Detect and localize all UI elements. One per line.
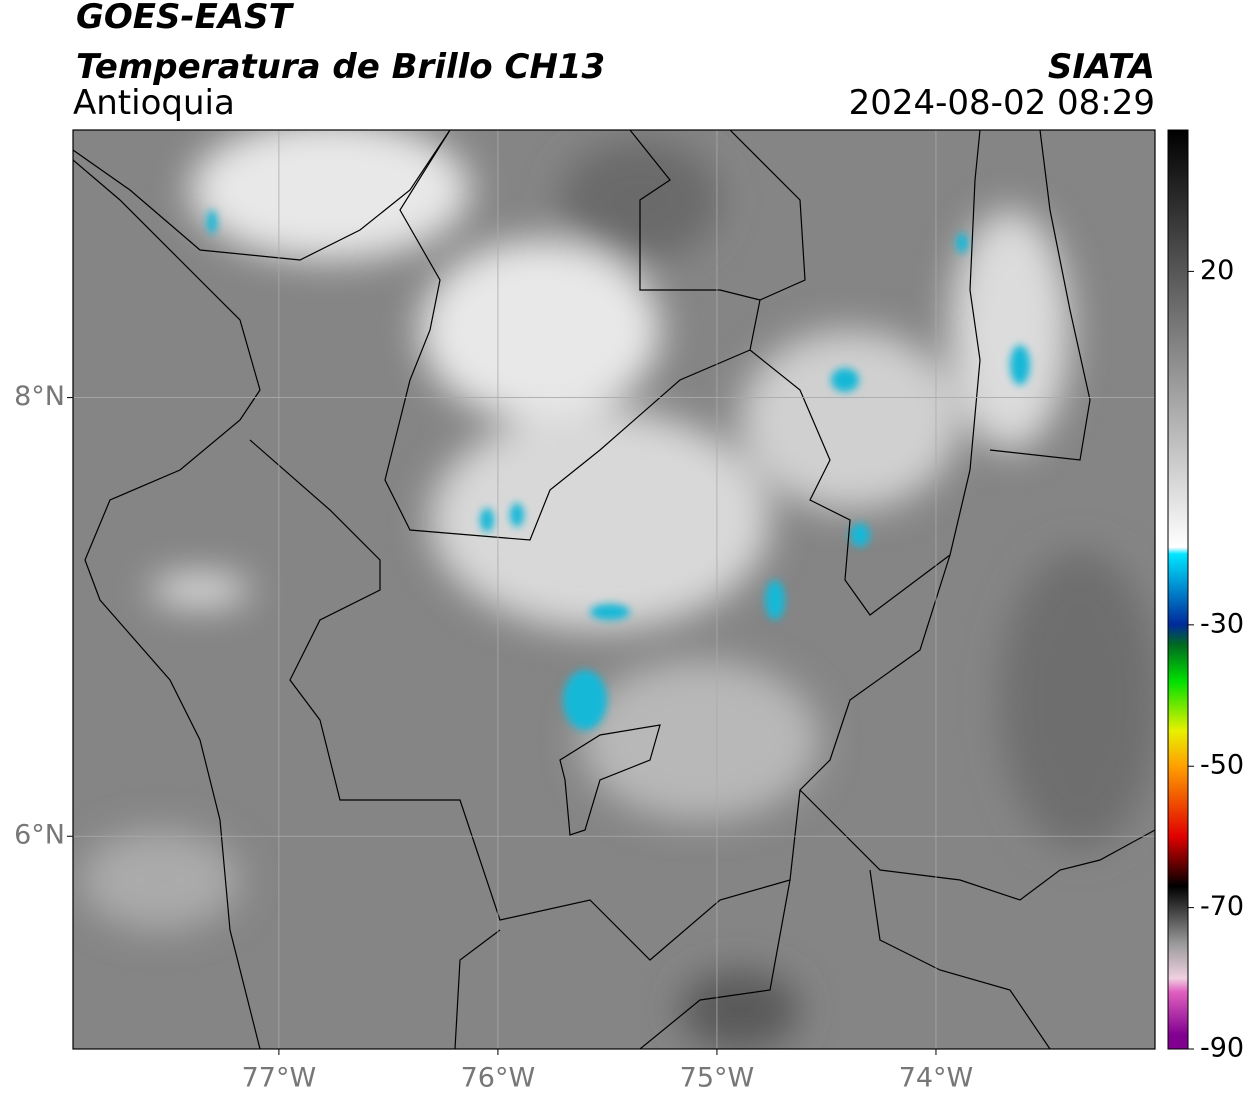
lon-label: 75°W <box>680 1063 755 1094</box>
title: GOES-EAST <box>76 0 295 37</box>
lat-label: 6°N <box>14 820 65 851</box>
lon-label: 77°W <box>242 1063 317 1094</box>
colorbar-label: -70 <box>1200 891 1244 922</box>
colorbar-label: 20 <box>1200 255 1234 286</box>
region: Antioquia <box>73 83 235 123</box>
map-image <box>73 130 1155 1049</box>
boundaries <box>73 130 1155 1049</box>
subtitle: Temperatura de Brillo CH13 <box>76 47 605 87</box>
lon-label: 74°W <box>899 1063 974 1094</box>
colorbar <box>1167 129 1189 1050</box>
lat-label: 8°N <box>14 381 65 412</box>
lon-label: 76°W <box>461 1063 536 1094</box>
graticule <box>73 130 1155 1049</box>
colorbar-label: -50 <box>1200 750 1244 781</box>
source: SIATA <box>1048 47 1155 87</box>
datetime: 2024-08-02 08:29 <box>849 83 1155 123</box>
colorbar-label: -90 <box>1200 1033 1244 1064</box>
map-frame <box>72 129 1156 1050</box>
colorbar-label: -30 <box>1200 608 1244 639</box>
